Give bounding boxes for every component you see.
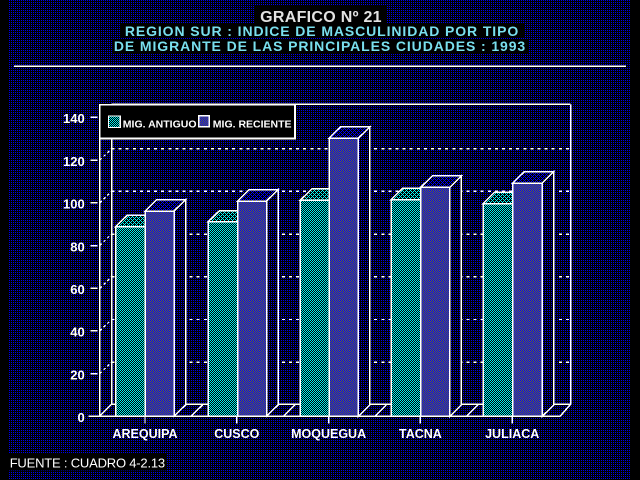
svg-text:0: 0 <box>77 410 84 425</box>
svg-text:TACNA: TACNA <box>399 427 442 441</box>
svg-text:20: 20 <box>70 367 84 382</box>
svg-text:AREQUIPA: AREQUIPA <box>112 427 177 441</box>
svg-text:120: 120 <box>63 154 85 169</box>
svg-text:80: 80 <box>70 239 84 254</box>
svg-text:40: 40 <box>70 325 84 340</box>
svg-text:60: 60 <box>70 282 84 297</box>
svg-text:CUSCO: CUSCO <box>214 427 259 441</box>
svg-text:REGION SUR : INDICE DE MASCULI: REGION SUR : INDICE DE MASCULINIDAD POR … <box>125 23 519 39</box>
svg-text:140: 140 <box>63 111 85 126</box>
svg-text:MIG. ANTIGUO: MIG. ANTIGUO <box>123 118 197 130</box>
svg-text:GRAFICO Nº 21: GRAFICO Nº 21 <box>260 9 382 26</box>
svg-text:FUENTE : CUADRO 4-2.13: FUENTE : CUADRO 4-2.13 <box>10 456 165 471</box>
svg-text:100: 100 <box>63 197 85 212</box>
svg-text:MOQUEGUA: MOQUEGUA <box>291 427 366 441</box>
svg-text:MIG. RECIENTE: MIG. RECIENTE <box>213 118 292 130</box>
svg-text:DE MIGRANTE DE LAS PRINCIPALES: DE MIGRANTE DE LAS PRINCIPALES CIUDADES … <box>114 38 526 54</box>
svg-text:JULIACA: JULIACA <box>485 427 539 441</box>
